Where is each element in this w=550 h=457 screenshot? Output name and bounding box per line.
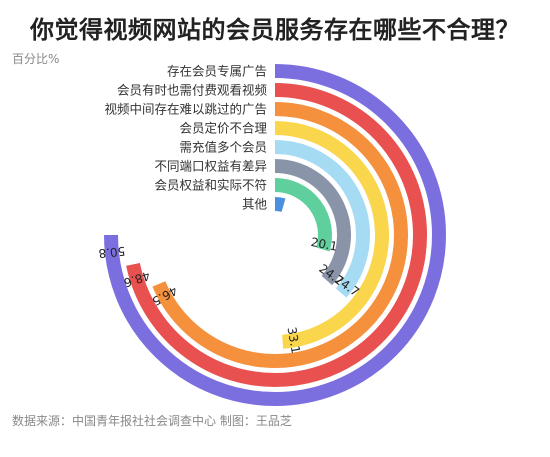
bar-2 [126, 83, 427, 387]
bar-4 [274, 121, 390, 349]
chart-value-labels: 50.848.646.533.124.724.720.1 [98, 235, 362, 355]
category-label-2: 会员有时也需付费观看视频 [117, 83, 268, 98]
source-note: 数据来源：中国青年报社社会调查中心 制图：王品芝 [12, 414, 292, 428]
bar-5 [274, 140, 370, 298]
category-label-6: 不同端口权益有差异 [154, 159, 267, 174]
bar-8 [274, 197, 286, 212]
value-label-7: 20.1 [310, 235, 339, 254]
category-label-4: 会员定价不合理 [179, 121, 267, 136]
chart-category-labels: 存在会员专属广告会员有时也需付费观看视频视频中间存在难以跳过的广告会员定价不合理… [104, 64, 267, 212]
category-label-5: 需充值多个会员 [179, 140, 267, 155]
chart-title: 你觉得视频网站的会员服务存在哪些不合理？ [30, 16, 520, 44]
value-label-1: 50.8 [98, 244, 126, 261]
category-label-3: 视频中间存在难以跳过的广告 [104, 102, 267, 117]
bar-7 [274, 178, 332, 252]
bar-1 [104, 64, 446, 406]
unit-label: 百分比% [12, 52, 60, 66]
bar-3 [152, 102, 408, 368]
category-label-1: 存在会员专属广告 [167, 64, 267, 79]
category-label-7: 会员权益和实际不符 [154, 178, 267, 193]
chart-arcs [104, 64, 446, 406]
bar-6 [274, 159, 351, 286]
category-label-8: 其他 [242, 197, 268, 212]
value-label-4: 33.1 [284, 326, 302, 355]
